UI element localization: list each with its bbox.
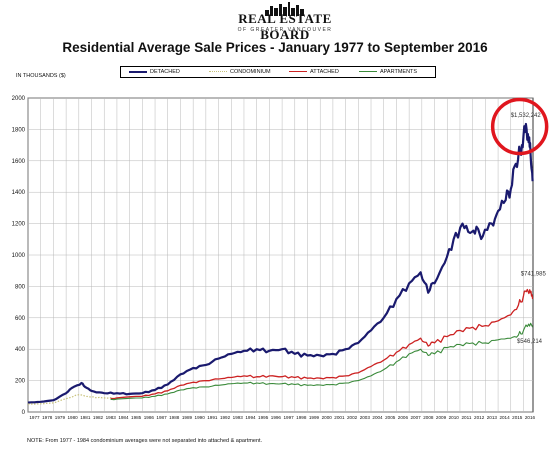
x-tick-label: 2006	[398, 415, 409, 420]
y-tick-label: 1400	[12, 190, 26, 196]
x-tick-label: 1996	[271, 415, 282, 420]
x-tick-label: 1993	[233, 415, 244, 420]
x-tick-label: 1997	[283, 415, 294, 420]
y-tick-label: 400	[15, 347, 26, 353]
legend-swatch-detached	[129, 70, 147, 73]
x-tick-label: 1992	[220, 415, 231, 420]
legend: DETACHED CONDOMINIUM ATTACHED APARTMENTS	[120, 66, 436, 78]
series-line-apartments	[110, 322, 534, 401]
x-tick-label: 1987	[156, 415, 167, 420]
series-line-condominium	[27, 394, 117, 405]
x-tick-label: 1980	[67, 415, 78, 420]
series-line-detached	[27, 122, 534, 404]
x-tick-label: 1991	[207, 415, 218, 420]
y-axis-units: IN THOUSANDS ($)	[16, 73, 66, 79]
x-tick-label: 1981	[80, 415, 91, 420]
x-tick-label: 2005	[385, 415, 396, 420]
x-tick-label: 1999	[309, 415, 320, 420]
x-tick-label: 2008	[423, 415, 434, 420]
y-tick-label: 1800	[12, 127, 26, 133]
x-tick-label: 1979	[55, 415, 66, 420]
chart-title: Residential Average Sale Prices - Januar…	[62, 40, 488, 55]
x-tick-label: 2009	[436, 415, 447, 420]
legend-label-condominium: CONDOMINIUM	[230, 69, 271, 75]
x-tick-label: 1995	[258, 415, 269, 420]
x-tick-label: 2010	[449, 415, 460, 420]
legend-item-detached: DETACHED	[129, 67, 180, 77]
y-tick-label: 1200	[12, 222, 26, 228]
x-tick-label: 1988	[169, 415, 180, 420]
x-tick-label: 2000	[322, 415, 333, 420]
x-tick-label: 1989	[182, 415, 193, 420]
x-tick-label: 1982	[93, 415, 104, 420]
x-tick-label: 2012	[474, 415, 485, 420]
x-tick-label: 2003	[360, 415, 371, 420]
x-tick-label: 1990	[195, 415, 206, 420]
highlight-circle	[490, 97, 549, 156]
data-label: $741,985	[521, 271, 547, 277]
y-tick-label: 200	[15, 379, 26, 385]
y-tick-label: 600	[15, 316, 26, 322]
legend-swatch-condominium	[209, 71, 227, 73]
x-tick-label: 1983	[106, 415, 117, 420]
x-tick-label: 1977	[29, 415, 40, 420]
x-tick-label: 2013	[487, 415, 498, 420]
data-label: $1,532,242	[511, 113, 542, 119]
legend-label-apartments: APARTMENTS	[380, 69, 418, 75]
skyline-icon	[265, 2, 304, 16]
x-tick-label: 1978	[42, 415, 53, 420]
legend-item-condominium: CONDOMINIUM	[209, 67, 271, 77]
legend-swatch-apartments	[359, 71, 377, 73]
x-tick-label: 1985	[131, 415, 142, 420]
board-logo: REAL ESTATE BOARD OF GREATER VANCOUVER	[220, 2, 350, 42]
x-tick-label: 2014	[499, 415, 510, 420]
legend-item-attached: ATTACHED	[289, 67, 339, 77]
x-tick-label: 2001	[334, 415, 345, 420]
legend-label-detached: DETACHED	[150, 69, 180, 75]
x-tick-label: 1994	[245, 415, 256, 420]
x-tick-label: 2016	[525, 415, 536, 420]
x-tick-label: 2004	[372, 415, 383, 420]
legend-swatch-attached	[289, 71, 307, 73]
x-tick-label: 2007	[411, 415, 422, 420]
data-label: $546,214	[517, 339, 543, 345]
x-tick-label: 1986	[144, 415, 155, 420]
legend-item-apartments: APARTMENTS	[359, 67, 417, 77]
y-tick-label: 800	[15, 284, 26, 290]
x-tick-label: 2015	[512, 415, 523, 420]
y-tick-label: 1600	[12, 159, 26, 165]
y-tick-label: 2000	[12, 96, 26, 102]
footnote: NOTE: From 1977 - 1984 condominium avera…	[27, 438, 263, 444]
x-tick-label: 2011	[462, 415, 472, 420]
logo-subtitle: OF GREATER VANCOUVER	[237, 27, 333, 33]
y-tick-label: 1000	[12, 253, 26, 259]
legend-label-attached: ATTACHED	[310, 69, 339, 75]
series-line-attached	[110, 288, 534, 400]
y-tick-label: 0	[22, 410, 26, 416]
x-tick-label: 2002	[347, 415, 358, 420]
logo-name: REAL ESTATE BOARD	[238, 11, 332, 42]
x-tick-label: 1984	[118, 415, 129, 420]
x-tick-label: 1998	[296, 415, 307, 420]
